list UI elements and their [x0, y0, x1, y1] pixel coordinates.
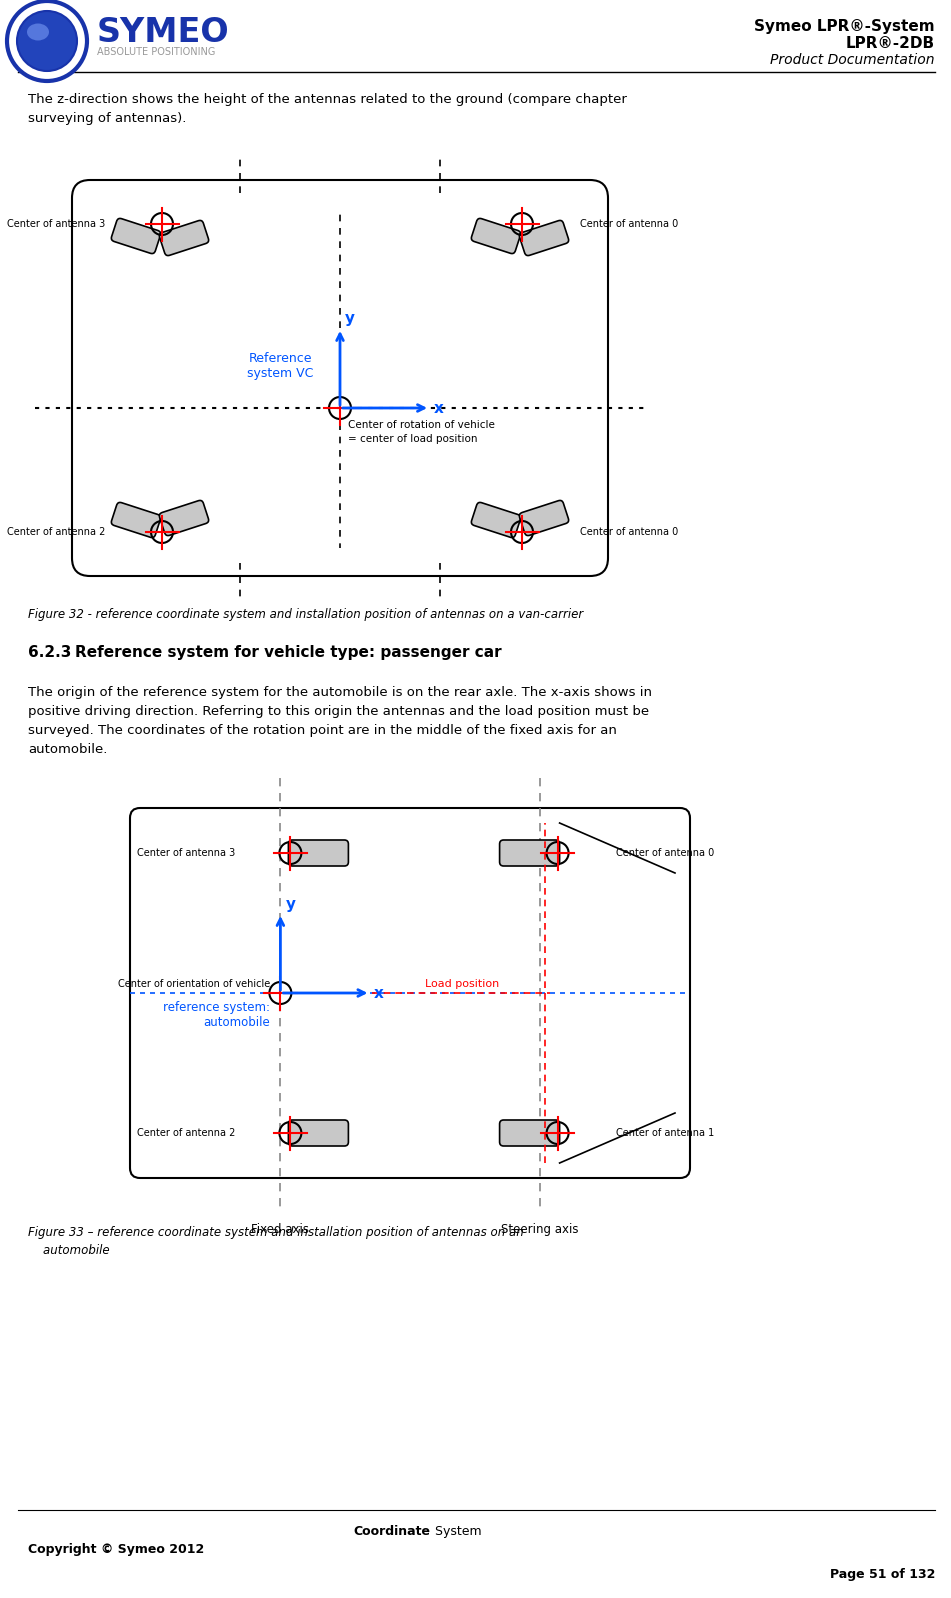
FancyBboxPatch shape [288, 1120, 348, 1146]
Text: Center of antenna 2: Center of antenna 2 [137, 1128, 236, 1138]
Text: LPR®-2DB: LPR®-2DB [845, 35, 935, 51]
Text: reference system:
automobile: reference system: automobile [164, 1000, 270, 1029]
Text: Copyright © Symeo 2012: Copyright © Symeo 2012 [28, 1544, 204, 1556]
Text: ABSOLUTE POSITIONING: ABSOLUTE POSITIONING [97, 46, 215, 58]
FancyBboxPatch shape [160, 500, 208, 535]
FancyBboxPatch shape [519, 500, 569, 535]
Text: The z-direction shows the height of the antennas related to the ground (compare : The z-direction shows the height of the … [28, 93, 627, 125]
Text: = center of load position: = center of load position [348, 435, 477, 444]
Text: System: System [431, 1524, 481, 1537]
FancyBboxPatch shape [111, 502, 161, 537]
Text: Center of antenna 2: Center of antenna 2 [7, 527, 105, 537]
FancyBboxPatch shape [472, 502, 520, 537]
Ellipse shape [17, 11, 77, 70]
Text: Figure 33 – reference coordinate system and installation position of antennas on: Figure 33 – reference coordinate system … [28, 1226, 524, 1238]
FancyBboxPatch shape [499, 841, 559, 866]
Text: x: x [434, 401, 444, 415]
Text: Reference
system VC: Reference system VC [247, 352, 313, 380]
Text: Center of orientation of vehicle: Center of orientation of vehicle [118, 980, 270, 989]
Text: Page 51 of 132: Page 51 of 132 [829, 1568, 935, 1580]
FancyBboxPatch shape [72, 181, 608, 575]
Text: Center of antenna 0: Center of antenna 0 [580, 219, 678, 229]
Text: Product Documentation: Product Documentation [770, 53, 935, 67]
FancyBboxPatch shape [519, 221, 569, 256]
Text: y: y [345, 312, 355, 326]
Text: 6.2.3: 6.2.3 [28, 646, 71, 660]
Text: The origin of the reference system for the automobile is on the rear axle. The x: The origin of the reference system for t… [28, 686, 652, 756]
Text: Load position: Load position [425, 980, 499, 989]
Text: Steering axis: Steering axis [501, 1222, 578, 1235]
FancyBboxPatch shape [288, 841, 348, 866]
FancyBboxPatch shape [111, 219, 161, 254]
Ellipse shape [27, 24, 49, 40]
Text: Reference system for vehicle type: passenger car: Reference system for vehicle type: passe… [75, 646, 501, 660]
FancyBboxPatch shape [160, 221, 208, 256]
Text: Symeo LPR®-System: Symeo LPR®-System [754, 19, 935, 34]
Text: SYMEO: SYMEO [97, 16, 229, 48]
Text: Center of antenna 1: Center of antenna 1 [615, 1128, 714, 1138]
Text: Center of antenna 0: Center of antenna 0 [615, 849, 714, 858]
Text: y: y [285, 896, 296, 912]
Text: Figure 32 - reference coordinate system and installation position of antennas on: Figure 32 - reference coordinate system … [28, 607, 583, 622]
FancyBboxPatch shape [130, 809, 690, 1178]
Text: Center of rotation of vehicle: Center of rotation of vehicle [348, 420, 495, 430]
Text: x: x [374, 986, 383, 1000]
Text: automobile: automobile [28, 1243, 109, 1258]
Text: Fixed axis: Fixed axis [251, 1222, 309, 1235]
Text: Coordinate: Coordinate [353, 1524, 430, 1537]
Ellipse shape [7, 2, 87, 81]
Text: Center of antenna 3: Center of antenna 3 [7, 219, 105, 229]
Text: Center of antenna 3: Center of antenna 3 [137, 849, 236, 858]
FancyBboxPatch shape [472, 219, 520, 254]
Text: Center of antenna 0: Center of antenna 0 [580, 527, 678, 537]
FancyBboxPatch shape [499, 1120, 559, 1146]
